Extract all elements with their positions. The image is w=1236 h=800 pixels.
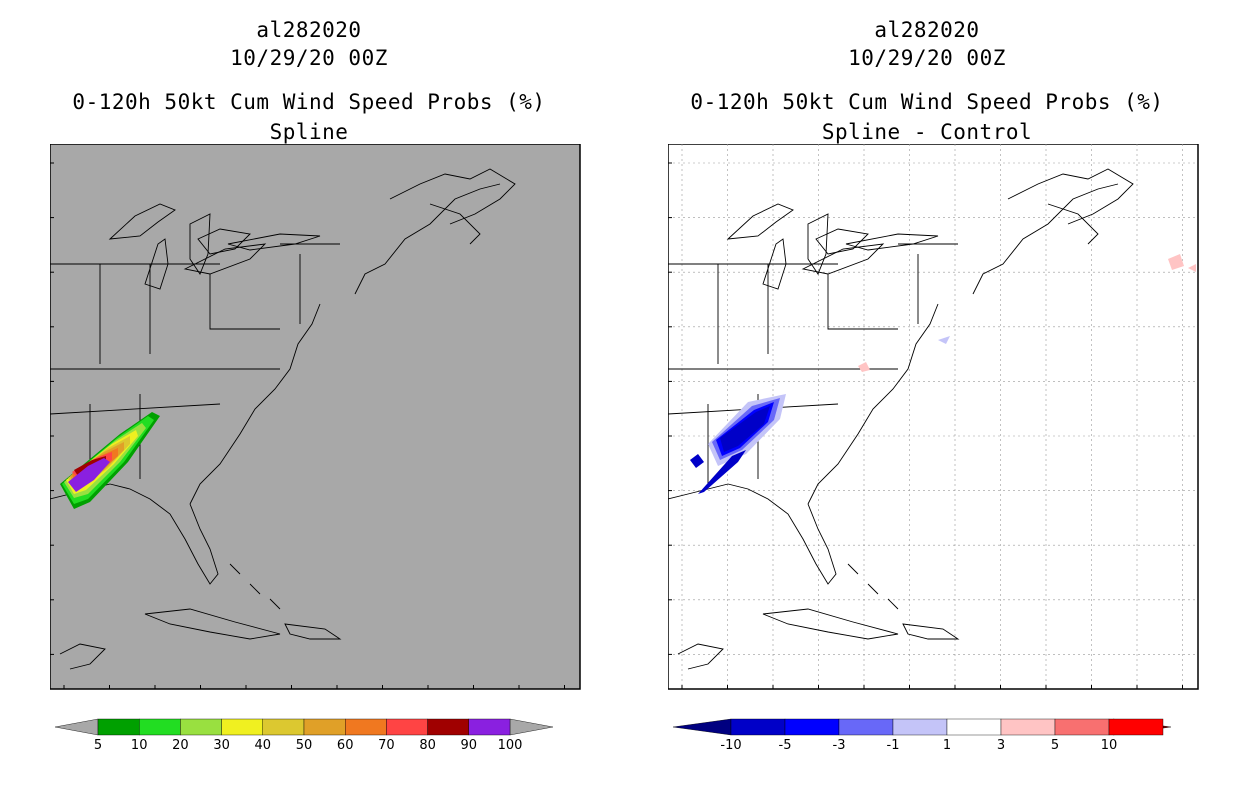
left-panel: al282020 10/29/20 00Z 0-120h 50kt Cum Wi… [50, 18, 581, 753]
colorbar-swatch [427, 718, 470, 736]
difference-map: 48N45N42N39N36N33N30N27N24N21N90W87W84W8… [668, 144, 1199, 690]
colorbar-label: 90 [461, 738, 478, 753]
colorbar-swatch [892, 718, 948, 736]
storm-id: al282020 [256, 18, 362, 42]
colorbar-swatch [303, 718, 346, 736]
colorbar-swatch [97, 718, 140, 736]
colorbar-label: 20 [172, 738, 189, 753]
product-title: 0-120h 50kt Cum Wind Speed Probs (%) [72, 90, 546, 114]
colorbar-label: 60 [337, 738, 354, 753]
colorbar-label: 5 [1051, 738, 1059, 753]
colorbar-label: 10 [1101, 738, 1118, 753]
coastline-layer [50, 168, 516, 670]
colorbar-label: 10 [131, 738, 148, 753]
colorbar-label: 70 [378, 738, 395, 753]
colorbar-swatch [730, 718, 786, 736]
colorbar: 5 10 20 30 40 50 60 70 80 90 100 [55, 718, 554, 753]
colorbar-swatch [468, 718, 511, 736]
right-panel: al282020 10/29/20 00Z 0-120h 50kt Cum Wi… [618, 0, 1236, 800]
colorbar-swatch [1054, 718, 1110, 736]
colorbar-swatch [262, 718, 305, 736]
probability-map: 48N45N42N39N36N33N30N27N24N21N90W87W84W8… [50, 144, 581, 690]
colorbar-label: -1 [887, 738, 900, 753]
colorbar-label: 40 [255, 738, 272, 753]
colorbar-swatch [838, 718, 894, 736]
colorbar-label: 3 [997, 738, 1005, 753]
colorbar-label: 30 [213, 738, 230, 753]
colorbar: -10 -5 -3 -1 1 3 5 10 [673, 718, 1172, 753]
panel-subtitle: Spline - Control [821, 120, 1033, 144]
colorbar-label: 5 [94, 738, 102, 753]
probability-swath [60, 412, 160, 509]
coastline-layer [668, 168, 1134, 670]
colorbar-swatch [180, 718, 222, 736]
colorbar-swatch [946, 718, 1002, 736]
datetime: 10/29/20 00Z [230, 46, 388, 70]
colorbar-label: -5 [779, 738, 792, 753]
colorbar-swatch [345, 718, 387, 736]
colorbar-swatch [138, 718, 181, 736]
colorbar-swatch [1000, 718, 1056, 736]
panel-subtitle: Spline [269, 120, 349, 144]
colorbar-label: 80 [419, 738, 436, 753]
colorbar-swatch [221, 718, 264, 736]
product-title: 0-120h 50kt Cum Wind Speed Probs (%) [690, 90, 1164, 114]
colorbar-label: 100 [498, 738, 523, 753]
datetime: 10/29/20 00Z [848, 46, 1006, 70]
colorbar-label: -3 [833, 738, 846, 753]
difference-swath [690, 254, 1196, 494]
colorbar-label: 50 [296, 738, 313, 753]
colorbar-swatch [1108, 718, 1164, 736]
map-frame [50, 144, 581, 690]
colorbar-label: 1 [943, 738, 951, 753]
colorbar-swatch [784, 718, 840, 736]
colorbar-swatch [386, 718, 428, 736]
colorbar-label: -10 [720, 738, 741, 753]
storm-id: al282020 [874, 18, 980, 42]
